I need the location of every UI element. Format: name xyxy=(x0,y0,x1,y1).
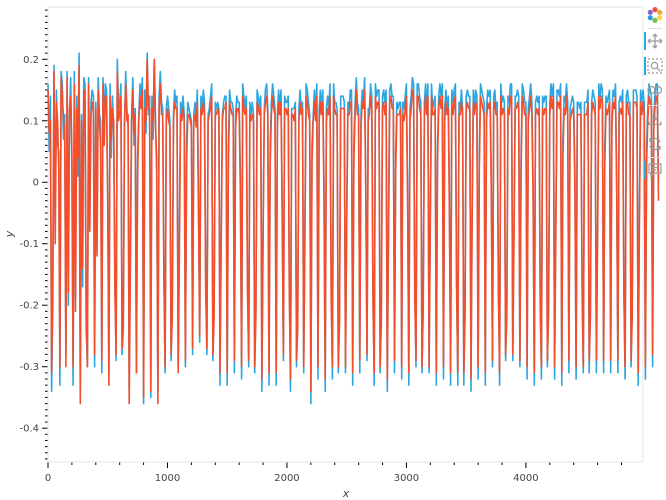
box-zoom-icon[interactable] xyxy=(644,57,664,75)
toolbar-divider xyxy=(648,28,662,29)
save-icon[interactable] xyxy=(646,109,664,127)
y-tick-label: -0.2 xyxy=(19,301,39,312)
y-tick-label: -0.4 xyxy=(19,424,39,435)
toolbar-divider xyxy=(648,105,662,106)
y-axis-label: y xyxy=(3,230,16,238)
toolbar xyxy=(644,0,666,190)
x-tick-label: 2000 xyxy=(274,473,299,484)
x-tick-label: 0 xyxy=(45,473,51,484)
plot-frame xyxy=(47,6,644,463)
series-line-2 xyxy=(47,58,660,405)
reset-icon[interactable] xyxy=(646,135,664,153)
pan-icon[interactable] xyxy=(644,32,664,50)
hover-icon[interactable] xyxy=(644,161,664,179)
y-tick-label: 0.1 xyxy=(23,116,39,127)
bokeh-logo-icon[interactable] xyxy=(646,6,664,24)
y-tick-label: 0 xyxy=(33,178,39,189)
toolbar-divider xyxy=(648,157,662,158)
x-tick-label: 3000 xyxy=(394,473,419,484)
y-tick-label: 0.2 xyxy=(23,55,39,66)
x-tick-label: 1000 xyxy=(155,473,180,484)
y-tick-label: -0.1 xyxy=(19,239,39,250)
x-axis: 0 1000 2000 3000 4000 x xyxy=(45,461,643,500)
y-tick-label: -0.3 xyxy=(19,362,39,373)
plot-area[interactable] xyxy=(47,52,660,405)
x-axis-label: x xyxy=(342,487,350,500)
x-tick-label: 4000 xyxy=(513,473,538,484)
y-axis: -0.4 -0.3 -0.2 -0.1 0 0.1 0.2 y xyxy=(3,7,49,462)
wheel-zoom-icon[interactable] xyxy=(646,83,664,101)
